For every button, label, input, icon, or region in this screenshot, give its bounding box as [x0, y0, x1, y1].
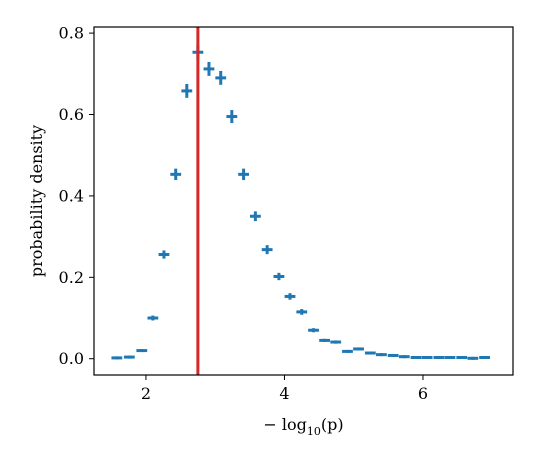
x-axis-ticks: 2 4 6	[141, 375, 428, 403]
data-point	[296, 309, 308, 315]
data-point	[364, 351, 376, 355]
x-tick-label: 2	[141, 384, 151, 403]
data-point	[136, 349, 148, 353]
y-tick-label: 0.6	[59, 105, 84, 124]
data-point	[319, 338, 331, 343]
x-tick-label: 6	[418, 384, 428, 403]
data-point	[456, 355, 468, 359]
y-tick-label: 0.0	[59, 349, 84, 368]
data-point	[467, 356, 479, 360]
data-point	[479, 355, 491, 359]
data-point	[170, 168, 182, 181]
y-tick-label: 0.4	[59, 186, 84, 205]
data-point	[123, 355, 135, 359]
data-point	[261, 245, 273, 255]
y-axis-label: probability density	[27, 125, 46, 277]
x-axis-label-subscript: 10	[307, 425, 321, 438]
x-tick-label: 4	[279, 384, 289, 403]
data-point	[249, 211, 261, 222]
plot-frame	[93, 26, 514, 376]
y-tick-label: 0.2	[59, 268, 84, 287]
data-point	[444, 355, 456, 359]
data-point	[203, 62, 215, 76]
data-point	[158, 250, 170, 259]
data-point	[353, 347, 364, 351]
x-axis-label: − log10(p)	[263, 415, 343, 438]
x-axis-label-argument: (p)	[321, 415, 344, 434]
data-point	[433, 355, 445, 359]
data-point	[147, 315, 159, 321]
data-point	[342, 349, 353, 353]
data-point	[387, 353, 399, 357]
x-axis-label-main: − log	[263, 415, 306, 434]
data-point	[421, 355, 433, 359]
y-axis-ticks: 0.0 0.2 0.4 0.6 0.8	[59, 24, 94, 368]
data-point	[181, 83, 193, 98]
data-point	[284, 293, 296, 300]
data-point	[273, 272, 285, 281]
y-tick-label: 0.8	[59, 24, 84, 43]
data-point	[376, 353, 387, 357]
data-point	[410, 355, 422, 359]
data-marks	[111, 44, 491, 360]
data-point	[226, 110, 238, 124]
data-point	[215, 70, 227, 85]
data-point	[238, 168, 249, 181]
data-point	[398, 355, 410, 359]
data-point	[111, 356, 123, 360]
data-point	[330, 340, 342, 344]
data-point	[308, 328, 319, 333]
